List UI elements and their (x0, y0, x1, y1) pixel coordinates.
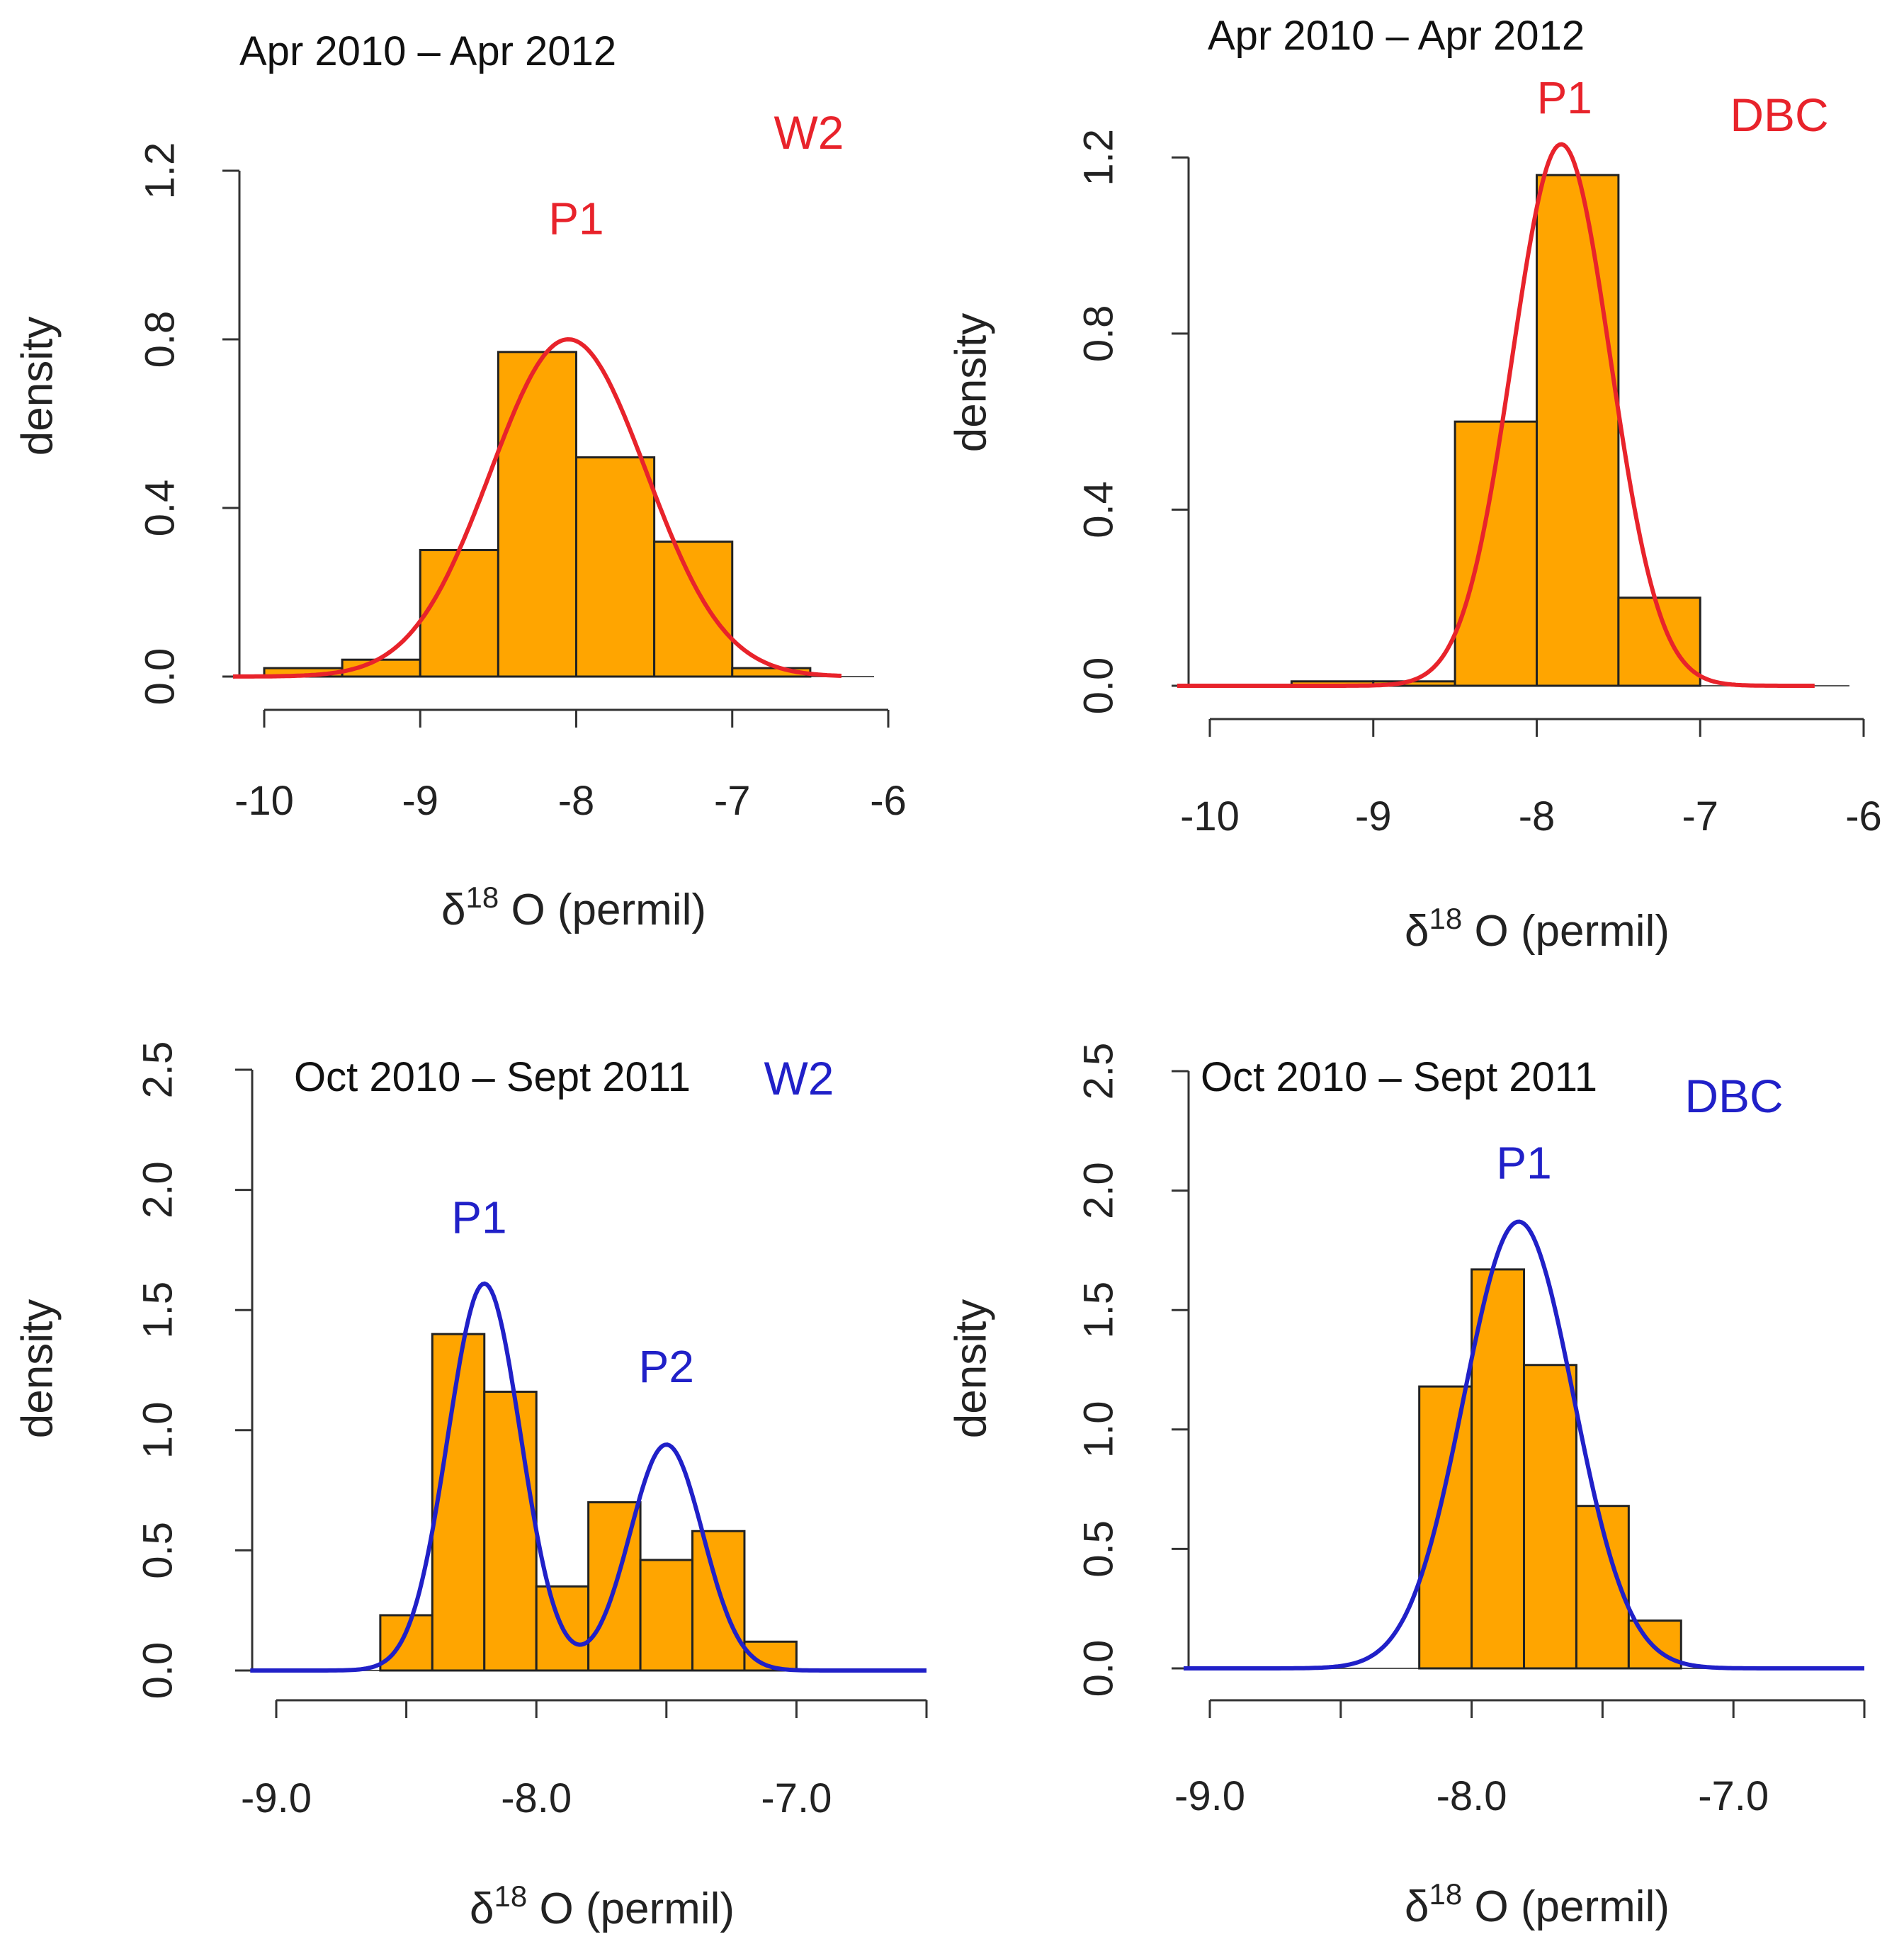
y-tick-label: 1.5 (1075, 1282, 1121, 1339)
histogram-bar (1454, 420, 1538, 687)
x-axis-title-text: O (permil) (499, 886, 706, 934)
x-axis-title-superscript: 18 (466, 881, 499, 914)
x-tick-label: -6 (870, 778, 907, 824)
histogram-bar (497, 351, 577, 678)
y-tick-label: 0.0 (1075, 1640, 1121, 1697)
site-label: W2 (774, 106, 844, 159)
panel-1: 0.0 0.4 0.8 1.2 density -10 -9 -8 -7 -6 δ18 O (per… (13, 28, 907, 934)
x-tick-label: -9 (1355, 793, 1392, 840)
x-tick-label: -7 (1682, 793, 1718, 840)
y-tick-label: 2.5 (1075, 1043, 1121, 1100)
peak-label: P1 (1537, 72, 1592, 123)
x-axis-title-symbol: δ (1405, 1882, 1429, 1931)
histogram-bar (419, 549, 499, 678)
histogram-bar (653, 541, 734, 678)
y-tick-label: 0.4 (1075, 481, 1121, 538)
density-curve (1184, 1219, 1864, 1670)
x-axis-title: δ18 O (permil) (470, 1879, 735, 1933)
x-axis-title-superscript: 18 (494, 1879, 528, 1913)
y-axis-title: density (947, 313, 996, 452)
x-tick-label: -6 (1845, 793, 1882, 840)
histogram-bar (575, 456, 656, 678)
histogram-bar (1418, 1385, 1473, 1670)
site-label: DBC (1684, 1070, 1783, 1122)
y-tick-label: 0.0 (1075, 657, 1121, 715)
peak-label: P1 (548, 193, 604, 244)
x-axis-title-symbol: δ (1405, 907, 1429, 956)
density-curve (232, 337, 842, 679)
site-label: W2 (764, 1052, 834, 1104)
histogram-bar (639, 1559, 694, 1672)
x-axis-title-superscript: 18 (1429, 1877, 1463, 1911)
y-tick-label: 1.2 (1075, 129, 1121, 186)
histogram-bar (1536, 174, 1620, 687)
x-tick-label: -9 (402, 778, 438, 824)
x-axis-title: δ18 O (permil) (1405, 1877, 1670, 1931)
x-axis-title-symbol: δ (470, 1884, 494, 1933)
y-axis-title: density (13, 317, 62, 456)
y-tick-label: 0.0 (137, 648, 183, 706)
x-tick-label: -8 (558, 778, 595, 824)
x-axis-title: δ18 O (permil) (441, 881, 706, 934)
period-title: Oct 2010 – Sept 2011 (294, 1054, 691, 1100)
x-tick-label: -9.0 (241, 1775, 312, 1821)
y-tick-label: 0.5 (1075, 1520, 1121, 1578)
y-tick-label: 2.5 (135, 1041, 181, 1099)
x-tick-label: -7.0 (761, 1775, 832, 1821)
x-tick-label: -8 (1519, 793, 1556, 840)
peak-label: P1 (451, 1192, 506, 1243)
histogram-bar (1523, 1364, 1577, 1670)
panel-4: 0.0 0.5 1.0 1.5 2.0 2.5 density -9.0 -8.0 -7.0 δ18… (947, 1043, 1866, 1931)
x-tick-label: -10 (234, 778, 294, 824)
density-curve (250, 1281, 926, 1673)
site-label: DBC (1730, 89, 1828, 141)
x-axis-title-text: O (permil) (527, 1884, 735, 1933)
y-tick-label: 2.0 (1075, 1162, 1121, 1219)
y-tick-label: 1.0 (1075, 1401, 1121, 1458)
y-tick-label: 0.5 (135, 1522, 181, 1579)
density-curve (1177, 142, 1815, 688)
y-tick-label: 1.5 (135, 1282, 181, 1339)
period-title: Apr 2010 – Apr 2012 (1208, 13, 1585, 59)
x-tick-label: -10 (1180, 793, 1240, 840)
x-tick-label: -8.0 (501, 1775, 572, 1821)
peak-label: P1 (1496, 1138, 1551, 1189)
peak-label: P2 (639, 1341, 694, 1392)
y-tick-label: 1.2 (137, 142, 183, 200)
panel-3: 0.0 0.5 1.0 1.5 2.0 2.5 density -9.0 -8.0 -7.0 δ18… (13, 1041, 928, 1933)
y-tick-label: 0.4 (137, 480, 183, 537)
x-tick-label: -7.0 (1698, 1773, 1769, 1819)
histogram-bar (483, 1391, 538, 1672)
y-axis-title: density (947, 1299, 996, 1438)
x-tick-label: -7 (714, 778, 751, 824)
x-axis-title-symbol: δ (441, 886, 466, 934)
y-axis-title: density (13, 1299, 62, 1438)
x-axis-title-text: O (permil) (1462, 907, 1670, 956)
x-tick-label: -9.0 (1174, 1773, 1245, 1819)
x-axis-title-text: O (permil) (1462, 1882, 1670, 1931)
histogram-bar (431, 1333, 486, 1672)
x-tick-label: -8.0 (1436, 1773, 1507, 1819)
y-tick-label: 2.0 (135, 1161, 181, 1219)
panel-2: 0.0 0.4 0.8 1.2 density -10 -9 -8 -7 -6 δ18 O (per… (947, 13, 1882, 956)
y-tick-label: 1.0 (135, 1401, 181, 1459)
y-tick-label: 0.8 (1075, 305, 1121, 363)
period-title: Apr 2010 – Apr 2012 (239, 28, 616, 74)
histogram-bar (379, 1614, 434, 1672)
y-tick-label: 0.0 (135, 1642, 181, 1700)
histogram-bar (691, 1530, 746, 1672)
period-title: Oct 2010 – Sept 2011 (1201, 1054, 1597, 1100)
y-tick-label: 0.8 (137, 311, 183, 368)
x-axis-title: δ18 O (permil) (1405, 902, 1670, 956)
x-axis-title-superscript: 18 (1429, 902, 1463, 935)
